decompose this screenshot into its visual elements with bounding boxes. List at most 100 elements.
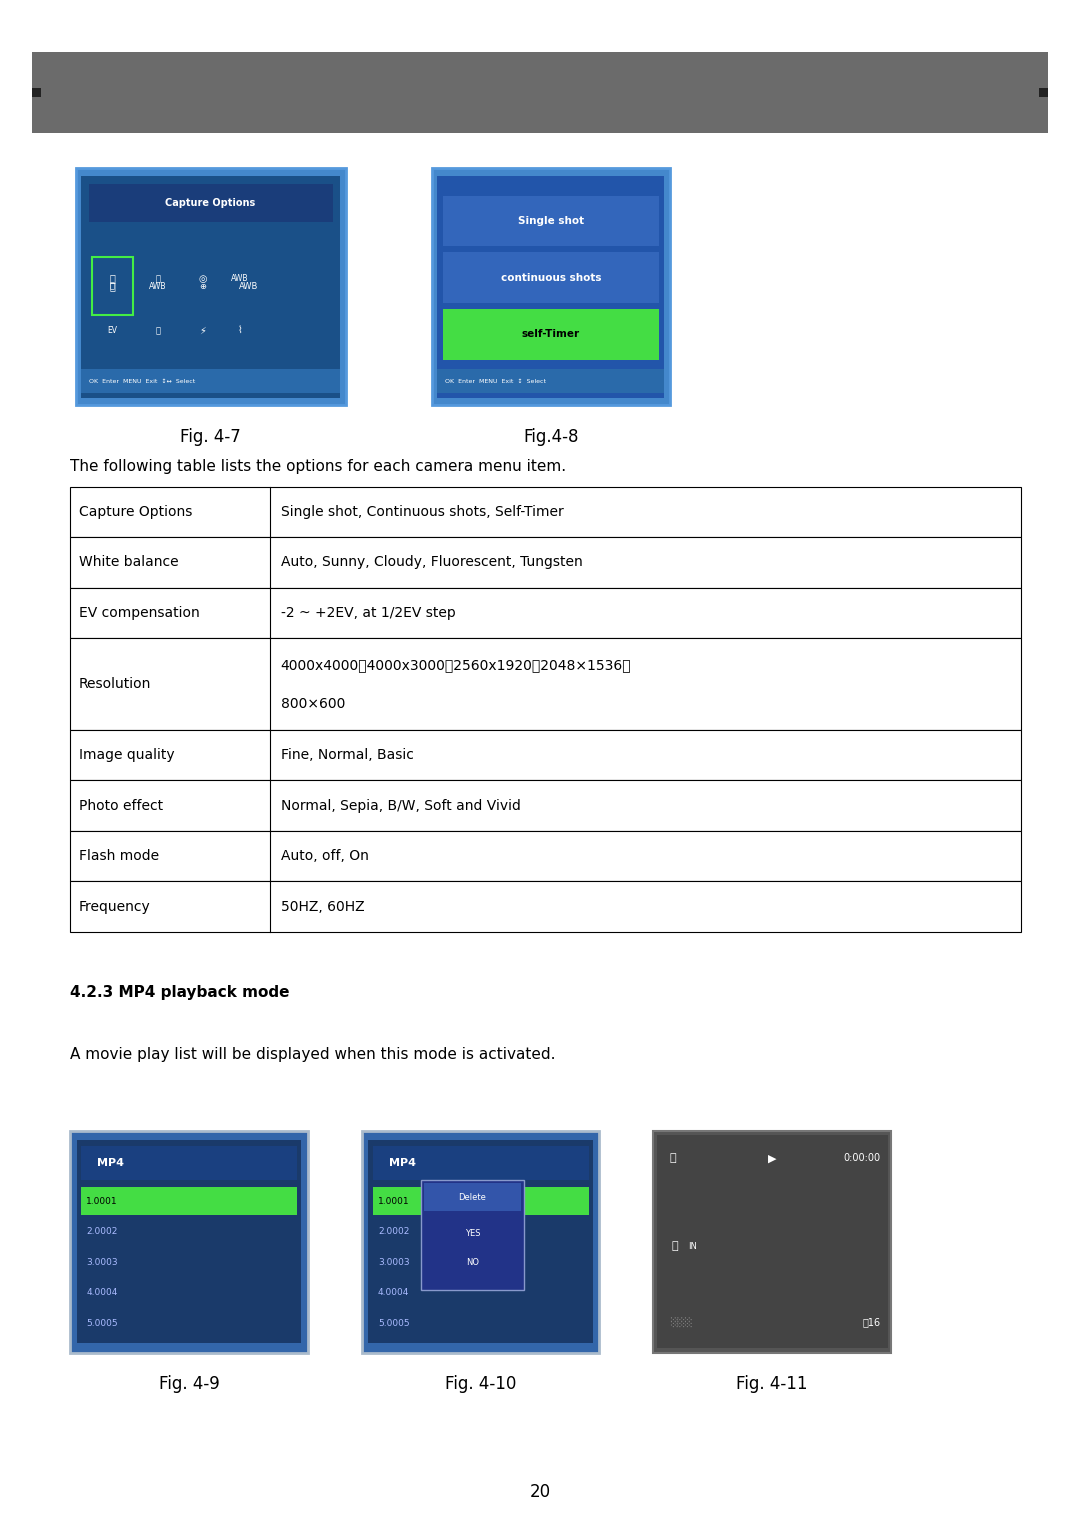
Bar	[81, 1279, 297, 1307]
Bar	[443, 196, 659, 246]
Bar	[92, 257, 133, 315]
Text: Auto, Sunny, Cloudy, Fluorescent, Tungsten: Auto, Sunny, Cloudy, Fluorescent, Tungst…	[281, 555, 582, 569]
Text: 50HZ, 60HZ: 50HZ, 60HZ	[281, 900, 364, 913]
Text: ░░░: ░░░	[670, 1317, 692, 1327]
Bar	[81, 1146, 297, 1180]
Text: OK  Enter  MENU  Exit  ↕↔  Select: OK Enter MENU Exit ↕↔ Select	[89, 378, 194, 384]
Text: 4.0004: 4.0004	[378, 1288, 409, 1297]
Bar	[81, 1218, 297, 1245]
Text: Fig. 4-11: Fig. 4-11	[737, 1375, 808, 1394]
Bar	[443, 252, 659, 303]
Bar	[70, 831, 1021, 881]
Bar	[373, 1146, 589, 1180]
Text: 1.0001: 1.0001	[378, 1196, 409, 1206]
Text: Fig.4-8: Fig.4-8	[523, 428, 579, 447]
Bar	[70, 638, 1021, 730]
Bar	[437, 369, 664, 393]
Text: 👤: 👤	[156, 326, 160, 335]
Bar	[70, 780, 1021, 831]
Bar	[89, 184, 333, 222]
Bar	[424, 1183, 521, 1210]
Bar	[77, 1140, 301, 1343]
Text: 20: 20	[529, 1483, 551, 1501]
Bar	[70, 487, 1021, 537]
Bar	[443, 309, 659, 360]
Bar	[76, 168, 346, 405]
Text: 📷: 📷	[110, 282, 114, 291]
Text: Single shot: Single shot	[517, 216, 584, 226]
Text: Flash mode: Flash mode	[79, 849, 159, 863]
Text: Normal, Sepia, B/W, Soft and Vivid: Normal, Sepia, B/W, Soft and Vivid	[281, 799, 521, 812]
Text: Fig. 4-7: Fig. 4-7	[180, 428, 241, 447]
Bar	[373, 1218, 589, 1245]
Text: Image quality: Image quality	[79, 748, 175, 762]
Text: 2.0002: 2.0002	[378, 1227, 409, 1236]
Bar	[70, 881, 1021, 932]
Text: 🎬: 🎬	[670, 1154, 676, 1163]
Text: Fig. 4-9: Fig. 4-9	[159, 1375, 219, 1394]
Text: Fine, Normal, Basic: Fine, Normal, Basic	[281, 748, 414, 762]
Text: YES: YES	[464, 1229, 481, 1238]
Text: -2 ~ +2EV, at 1/2EV step: -2 ~ +2EV, at 1/2EV step	[281, 606, 456, 620]
Text: Fig. 4-10: Fig. 4-10	[445, 1375, 516, 1394]
Text: ⊕: ⊕	[200, 282, 206, 291]
Text: EV: EV	[107, 326, 118, 335]
Text: MP4: MP4	[389, 1158, 416, 1167]
Bar	[81, 176, 340, 398]
Text: 4.2.3 MP4 playback mode: 4.2.3 MP4 playback mode	[70, 985, 289, 1001]
Text: 4.0004: 4.0004	[86, 1288, 118, 1297]
Bar	[1039, 87, 1048, 98]
Bar	[421, 1180, 524, 1290]
Bar	[81, 1187, 297, 1215]
Bar	[373, 1187, 589, 1215]
Bar	[70, 730, 1021, 780]
Text: 2.0002: 2.0002	[86, 1227, 118, 1236]
Text: Frequency: Frequency	[79, 900, 150, 913]
Text: 800×600: 800×600	[281, 698, 346, 711]
Text: NO: NO	[465, 1258, 480, 1267]
Text: 3.0003: 3.0003	[86, 1258, 118, 1267]
Bar	[32, 52, 1048, 133]
Text: AWB: AWB	[231, 274, 248, 283]
Text: 0:00:00: 0:00:00	[843, 1154, 880, 1163]
Text: The following table lists the options for each camera menu item.: The following table lists the options fo…	[70, 459, 566, 474]
Text: 4000x4000，4000x3000，2560x1920，2048×1536，: 4000x4000，4000x3000，2560x1920，2048×1536，	[281, 658, 632, 673]
Text: 5.0005: 5.0005	[86, 1319, 118, 1328]
Text: IN: IN	[688, 1241, 697, 1250]
Text: Capture Options: Capture Options	[79, 505, 192, 519]
Bar	[432, 168, 670, 405]
Text: AWB: AWB	[239, 282, 258, 291]
Text: Delete: Delete	[459, 1192, 486, 1201]
Bar	[81, 1310, 297, 1337]
Text: ⚡: ⚡	[200, 326, 206, 335]
Text: 🔊16: 🔊16	[862, 1317, 880, 1327]
Text: AWB: AWB	[149, 282, 166, 291]
Text: A movie play list will be displayed when this mode is activated.: A movie play list will be displayed when…	[70, 1047, 556, 1062]
Bar	[81, 369, 340, 393]
Bar	[362, 1131, 599, 1353]
Text: continuous shots: continuous shots	[500, 272, 602, 283]
Text: ▶: ▶	[768, 1154, 777, 1163]
Bar	[81, 1248, 297, 1276]
Text: OK  Enter  MENU  Exit  ↕  Select: OK Enter MENU Exit ↕ Select	[445, 378, 546, 384]
Text: 1.0001: 1.0001	[86, 1196, 118, 1206]
Bar	[70, 1131, 308, 1353]
Text: MP4: MP4	[97, 1158, 124, 1167]
Bar	[373, 1279, 589, 1307]
Bar	[437, 176, 664, 398]
Text: Photo effect: Photo effect	[79, 799, 163, 812]
Bar	[657, 1135, 888, 1348]
Bar	[373, 1248, 589, 1276]
Bar	[373, 1310, 589, 1337]
Bar	[653, 1131, 891, 1353]
Text: Single shot, Continuous shots, Self-Timer: Single shot, Continuous shots, Self-Time…	[281, 505, 564, 519]
Text: White balance: White balance	[79, 555, 178, 569]
Text: 🗑: 🗑	[672, 1241, 678, 1252]
Text: 🎥: 🎥	[109, 282, 116, 291]
Bar	[32, 87, 41, 98]
Text: ⌇: ⌇	[238, 326, 242, 335]
Text: Capture Options: Capture Options	[165, 197, 256, 208]
Text: EV compensation: EV compensation	[79, 606, 200, 620]
Bar	[368, 1140, 593, 1343]
Text: ◎: ◎	[199, 274, 207, 283]
